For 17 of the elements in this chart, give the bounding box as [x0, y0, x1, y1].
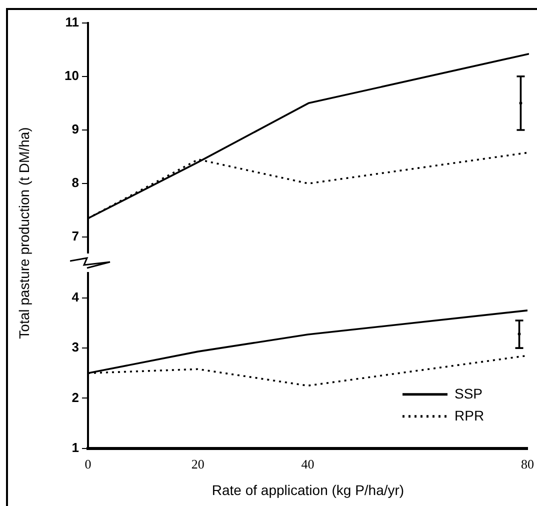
y-tick-label: 3: [72, 340, 79, 355]
y-tick-label: 2: [72, 390, 79, 405]
x-tick-label: 40: [301, 456, 314, 472]
y-tick-label: 8: [72, 175, 79, 190]
y-tick-label: 11: [65, 14, 79, 30]
y-tick-label: 10: [64, 68, 79, 83]
legend-label: RPR: [454, 407, 484, 424]
y-tick-label: 4: [72, 289, 80, 304]
y-axis-title: Total pasture production (t DM/ha): [16, 126, 32, 341]
x-axis-title: Rate of application (kg P/ha/yr): [210, 482, 406, 498]
x-tick-label: 0: [84, 456, 92, 472]
x-tick-label: 80: [521, 456, 534, 472]
legend-label: SSP: [454, 385, 483, 402]
y-tick-label: 9: [72, 122, 79, 137]
x-tick-label: 20: [191, 456, 204, 472]
y-tick-label: 1: [72, 440, 79, 455]
y-tick-label: 7: [72, 228, 79, 244]
